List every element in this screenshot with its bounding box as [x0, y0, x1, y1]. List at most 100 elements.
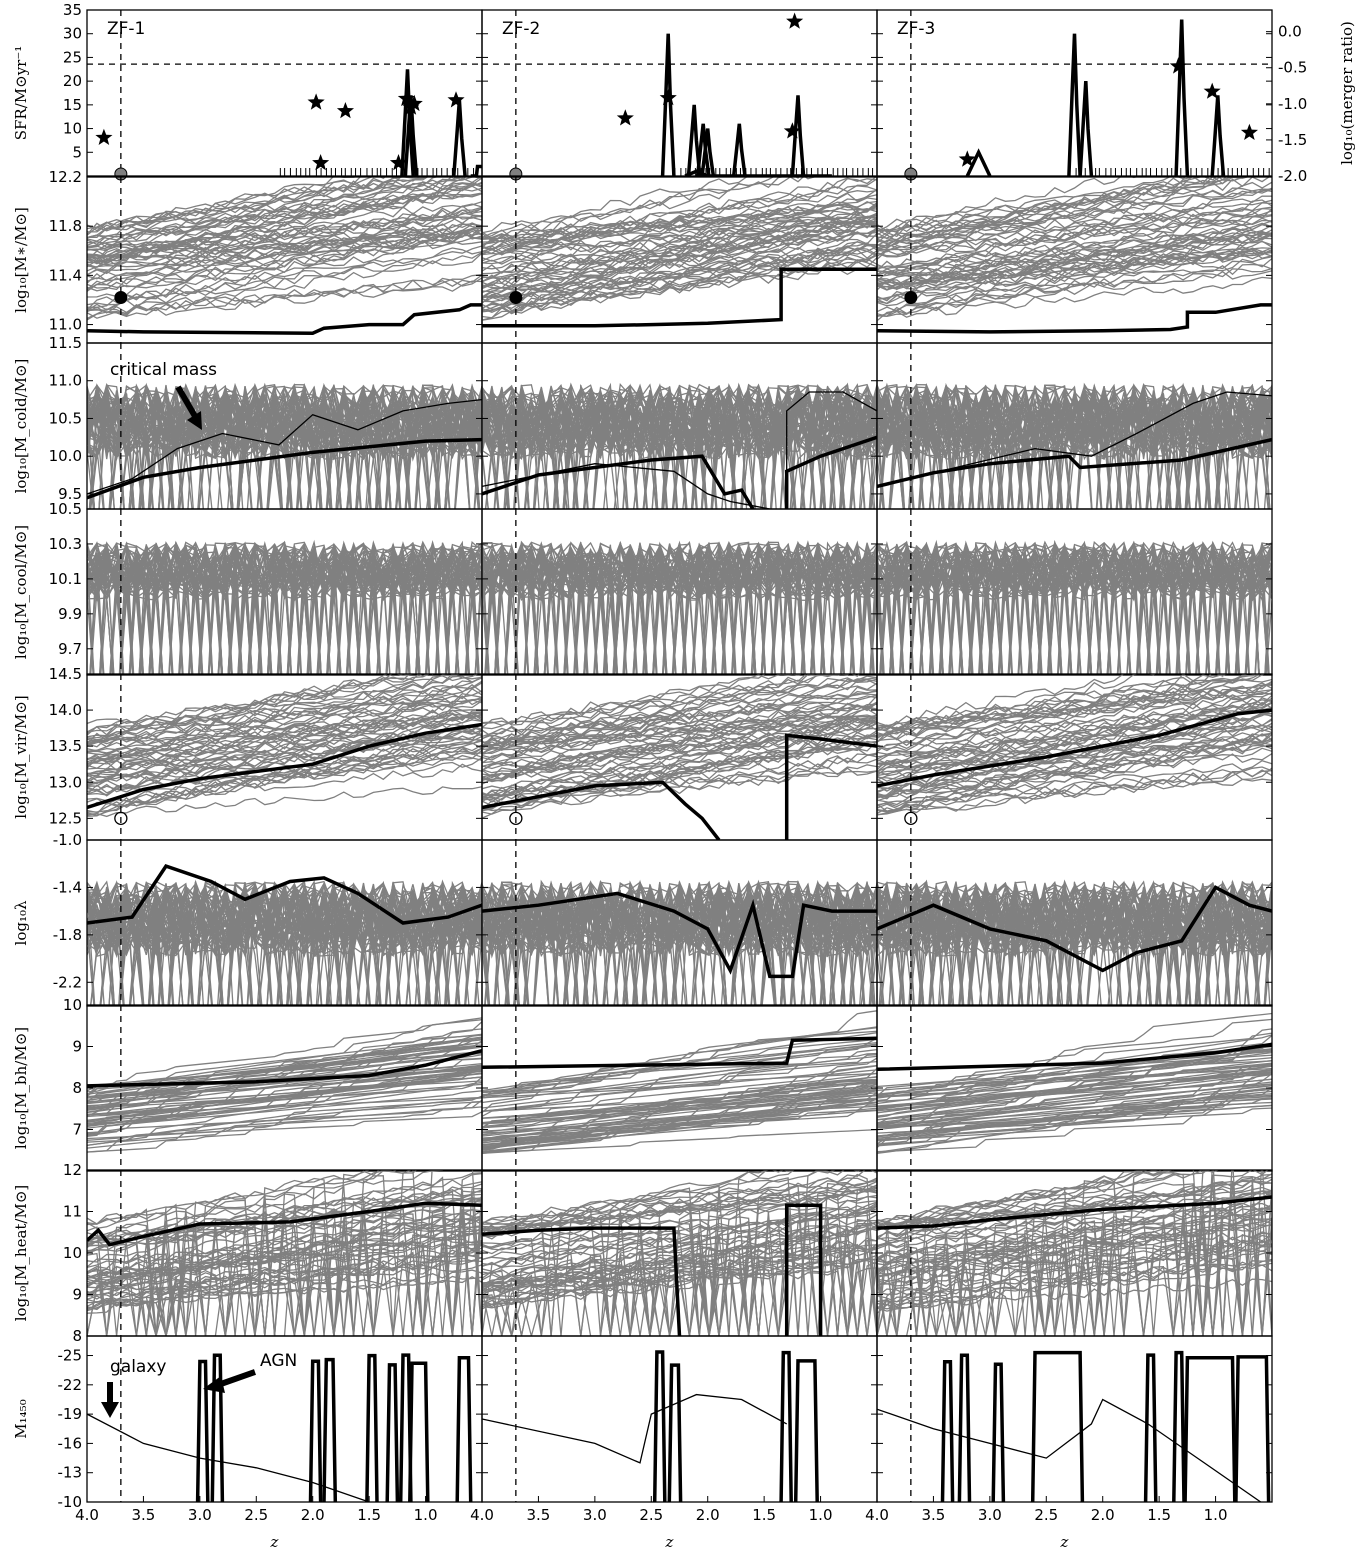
y-axis-label: SFR/M⊙yr⁻¹ — [12, 46, 30, 141]
ensemble-line — [482, 1098, 877, 1150]
ensemble-lines — [87, 1017, 482, 1153]
ensemble-line — [482, 674, 837, 740]
ensemble-line — [482, 541, 877, 675]
x-tick-label: 2.5 — [244, 1506, 268, 1524]
ensemble-lines — [87, 539, 482, 675]
galaxy-luminosity-line — [482, 1393, 788, 1464]
ensemble-line — [87, 1208, 482, 1286]
ensemble-line — [87, 541, 482, 675]
ensemble-line — [482, 231, 877, 298]
x-tick-label: 3.0 — [583, 1506, 607, 1524]
ensemble-line — [877, 187, 1272, 250]
ensemble-line — [877, 1088, 1272, 1137]
critical-mass-group — [87, 398, 482, 495]
thick-line — [482, 780, 721, 840]
ensemble-line — [482, 1209, 877, 1266]
ensemble-line — [87, 786, 482, 818]
panel-frame — [86, 9, 483, 177]
merger-star — [447, 91, 465, 108]
ensemble-line — [877, 767, 1272, 816]
ensemble-line — [482, 1258, 877, 1336]
y-tick-label: -1.8 — [53, 926, 82, 944]
ensemble-line — [87, 1076, 482, 1126]
y-tick-label: 11.0 — [49, 316, 82, 334]
critical-mass-group — [482, 391, 877, 509]
ensemble-line — [87, 542, 482, 675]
ensemble-lines — [482, 879, 877, 1006]
ensemble-line — [482, 194, 877, 250]
ensemble-line — [482, 734, 877, 774]
ensemble-line — [879, 541, 1272, 675]
ensemble-line — [482, 1060, 877, 1130]
ensemble-line — [482, 383, 877, 509]
ensemble-line — [87, 1065, 482, 1129]
x-tick-label: 2.0 — [696, 1506, 720, 1524]
ensemble-line — [87, 1068, 482, 1109]
y-tick-label: 14.5 — [49, 665, 82, 683]
thick-line — [87, 722, 482, 810]
thick-line — [482, 267, 877, 328]
thick-line — [87, 1201, 482, 1247]
ensemble-line — [877, 1085, 1272, 1131]
thick-line-group — [482, 1203, 823, 1336]
y-axis-label: log₁₀[M_vir/M⊙] — [12, 695, 30, 818]
ensemble-line — [87, 712, 482, 769]
ensemble-line — [877, 1068, 1272, 1112]
ensemble-line — [482, 541, 877, 675]
x-tick-label: 3.5 — [131, 1506, 155, 1524]
ensemble-line — [877, 1107, 1272, 1153]
ensemble-line — [877, 207, 1272, 241]
x-tick-label: 3.0 — [188, 1506, 212, 1524]
sfr-spike — [660, 33, 676, 176]
ensemble-line — [482, 387, 877, 509]
ensemble-line — [877, 177, 1187, 240]
right-tick-label: 0.0 — [1278, 23, 1302, 41]
sfr-spike — [1210, 95, 1226, 176]
x-tick-label: 4.0 — [75, 1506, 99, 1524]
ensemble-line — [482, 254, 877, 303]
sfr-spike — [403, 95, 419, 176]
ensemble-line — [482, 177, 805, 245]
ensemble-line — [87, 1054, 482, 1104]
ensemble-line — [482, 215, 877, 287]
y-axis-label: log₁₀[M_cool/M⊙] — [12, 525, 30, 659]
ensemble-line — [482, 257, 877, 314]
panel-frame — [481, 9, 878, 177]
ensemble-line — [87, 1090, 482, 1136]
ensemble-line — [877, 177, 1222, 244]
merger-star — [307, 93, 325, 110]
thick-line — [87, 1049, 482, 1088]
ensemble-line — [87, 203, 482, 269]
y-tick-label: 25 — [63, 48, 82, 66]
critical-mass-line — [87, 398, 482, 495]
critical-mass-line — [482, 463, 770, 509]
ensemble-lines — [877, 1170, 1272, 1336]
ensemble-line — [877, 742, 1272, 798]
sfr-curve — [965, 148, 992, 176]
thick-line — [784, 1203, 823, 1336]
ensemble-line — [877, 744, 1272, 798]
merger-star — [783, 122, 801, 139]
ensemble-line — [482, 252, 877, 314]
ensemble-line — [877, 240, 1272, 304]
ensemble-line — [877, 769, 1272, 810]
ensemble-line — [87, 754, 482, 797]
ensemble-line — [877, 882, 1271, 1006]
x-tick-label: 1.5 — [357, 1506, 381, 1524]
ensemble-line — [482, 1072, 877, 1097]
ensemble-line — [482, 716, 877, 783]
ensemble-line — [485, 387, 877, 509]
ensemble-line — [877, 1177, 1272, 1336]
ensemble-line — [482, 733, 877, 768]
critical-mass-annotation: critical mass — [110, 360, 217, 380]
agn-group — [877, 1350, 1271, 1502]
ensemble-line — [87, 1276, 482, 1336]
right-axis-label: log₁₀(merger ratio) — [1338, 21, 1356, 165]
thick-line-group — [87, 437, 482, 500]
ensemble-line — [482, 748, 877, 782]
sfr-spike — [695, 123, 711, 176]
ensemble-line — [87, 252, 482, 319]
ensemble-line — [482, 1079, 877, 1125]
ensemble-line — [877, 1205, 1272, 1336]
ensemble-line — [482, 677, 877, 755]
